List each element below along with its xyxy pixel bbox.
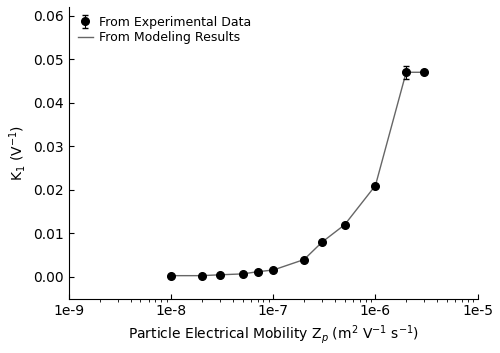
From Modeling Results [217,273,223,277]
From Modeling Results [270,268,276,272]
Y-axis label: K$_1$ (V$^{-1}$): K$_1$ (V$^{-1}$) [7,125,28,181]
From Modeling Results [372,184,378,188]
From Modeling Results [168,274,174,278]
From Modeling Results [240,272,246,276]
From Modeling Results [254,270,260,274]
From Modeling Results [342,223,347,227]
From Modeling Results [403,70,409,74]
From Modeling Results [199,274,205,278]
From Modeling Results [319,240,325,244]
From Modeling Results [301,257,307,262]
Line: From Modeling Results: From Modeling Results [171,72,424,276]
From Modeling Results [421,70,427,74]
Legend: From Experimental Data, From Modeling Results: From Experimental Data, From Modeling Re… [73,11,256,49]
X-axis label: Particle Electrical Mobility Z$_p$ (m$^2$ V$^{-1}$ s$^{-1}$): Particle Electrical Mobility Z$_p$ (m$^2… [128,323,419,346]
